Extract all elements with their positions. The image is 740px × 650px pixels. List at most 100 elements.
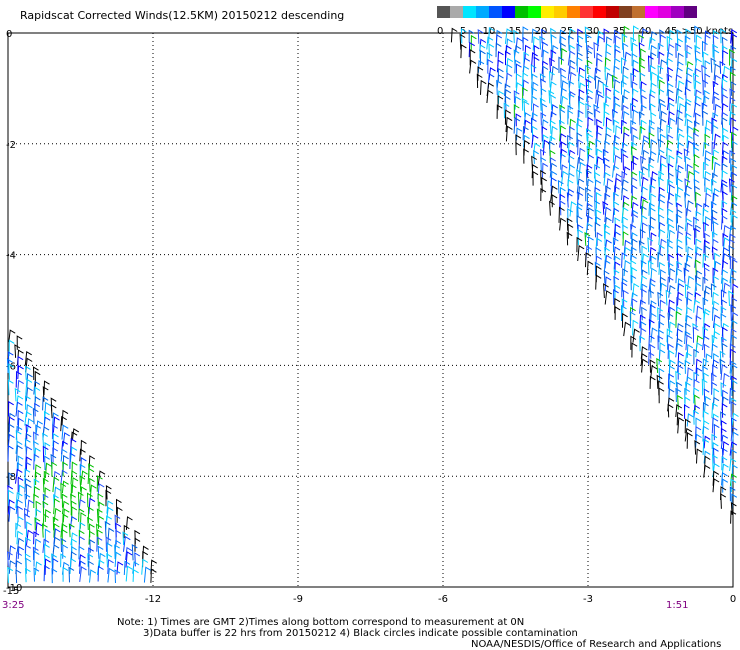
wind-barb: [52, 447, 59, 463]
wind-barb: [605, 177, 614, 193]
wind-barb: [685, 334, 693, 351]
wind-barb: [7, 499, 15, 515]
wind-barb: [675, 370, 682, 388]
wind-barb: [721, 456, 728, 471]
wind-barb: [650, 267, 658, 284]
wind-barb: [711, 291, 719, 305]
wind-barb: [721, 127, 729, 141]
wind-barb: [51, 461, 58, 477]
wind-barb: [722, 246, 730, 262]
wind-barb: [649, 304, 656, 320]
wind-barb: [576, 56, 583, 73]
wind-barb: [613, 231, 621, 245]
wind-barb: [665, 289, 672, 306]
wind-barb: [34, 538, 42, 552]
wind-barb: [730, 426, 738, 442]
wind-barb: [730, 304, 737, 322]
wind-barb: [702, 110, 709, 126]
wind-barb: [487, 73, 495, 89]
wind-barb: [530, 64, 537, 80]
wind-barb: [25, 456, 33, 471]
wind-barb: [656, 357, 663, 374]
wind-barb: [34, 396, 41, 411]
wind-barb: [667, 373, 675, 389]
wind-barb: [24, 411, 32, 426]
wind-barb: [639, 125, 646, 140]
wind-barb: [702, 79, 709, 96]
wind-barb: [712, 80, 719, 95]
wind-barb: [721, 299, 728, 314]
wind-barb: [630, 72, 637, 88]
wind-barb: [695, 270, 703, 284]
wind-barb: [685, 222, 693, 239]
wind-barb: [88, 560, 94, 576]
wind-barb: [667, 110, 675, 126]
wind-barb: [42, 445, 49, 463]
wind-barb: [7, 445, 14, 462]
wind-barb: [693, 299, 701, 313]
wind-barb: [640, 214, 648, 230]
wind-barb: [711, 246, 718, 260]
wind-barb: [650, 193, 657, 209]
wind-barb: [586, 59, 593, 74]
wind-barb: [586, 154, 595, 170]
wind-barb: [595, 247, 602, 261]
wind-barb: [693, 348, 700, 365]
wind-barb: [730, 157, 737, 171]
wind-barb: [694, 282, 702, 298]
wind-barb: [560, 148, 568, 164]
wind-barb: [701, 64, 708, 82]
colorbar-label: 0: [437, 26, 444, 37]
colorbar-label: 5: [459, 26, 467, 37]
wind-barb: [98, 552, 106, 568]
colorbar-label: 40: [638, 26, 652, 37]
wind-barb: [25, 378, 33, 395]
wind-barb: [702, 276, 709, 291]
wind-barb: [719, 358, 726, 375]
wind-barb: [585, 128, 592, 142]
wind-barb: [531, 28, 539, 43]
wind-barb: [704, 192, 712, 208]
wind-barb: [722, 149, 729, 164]
wind-barb: [560, 170, 569, 187]
wind-barb: [621, 141, 628, 156]
wind-barb: [542, 139, 550, 156]
wind-barb: [79, 512, 87, 529]
wind-barb: [596, 118, 602, 133]
wind-barb: [676, 252, 683, 269]
wind-barb: [675, 267, 682, 284]
colorbar-swatch: [684, 6, 698, 18]
wind-barb: [42, 386, 49, 402]
wind-barb: [71, 476, 79, 494]
wind-barb: [729, 96, 736, 112]
wind-barb: [578, 186, 585, 200]
wind-barb: [722, 277, 729, 291]
wind-barb: [703, 308, 711, 322]
wind-barb: [704, 156, 711, 171]
y-tick-label: 0: [6, 29, 12, 40]
wind-barb: [703, 290, 710, 306]
wind-barb: [648, 184, 656, 201]
wind-barb: [539, 35, 546, 50]
wind-barb: [704, 285, 712, 299]
wind-barb: [614, 284, 621, 299]
wind-barb: [621, 252, 628, 268]
wind-barb: [684, 86, 691, 103]
wind-barb: [703, 464, 711, 478]
wind-barb: [657, 335, 664, 350]
wind-barb: [676, 95, 684, 111]
wind-barb: [523, 134, 530, 148]
wind-barb: [631, 53, 638, 67]
wind-barb: [43, 470, 50, 485]
wind-barb: [711, 417, 719, 434]
wind-barb: [641, 28, 649, 43]
wind-barb: [713, 48, 720, 65]
wind-barb: [531, 134, 539, 148]
wind-barb: [719, 350, 726, 366]
wind-barb: [98, 501, 105, 516]
wind-barb: [730, 184, 738, 201]
wind-barb: [630, 246, 637, 261]
wind-barb: [70, 500, 77, 516]
wind-barb: [658, 88, 665, 104]
wind-barb: [711, 209, 718, 224]
